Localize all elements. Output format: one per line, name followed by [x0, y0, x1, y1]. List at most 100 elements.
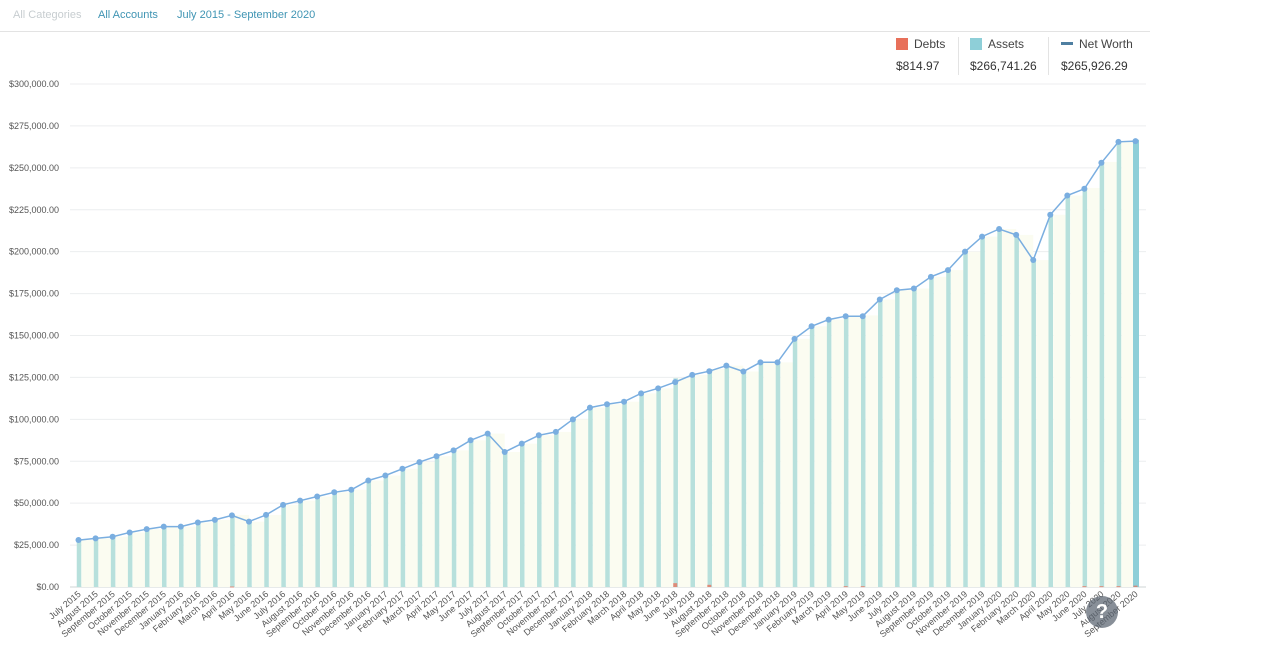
asset-bar [588, 407, 593, 587]
column-band [916, 288, 931, 587]
asset-bar [144, 529, 150, 587]
column-band [354, 489, 369, 587]
legend-debts[interactable]: Debts $814.97 [896, 37, 945, 75]
all-accounts-filter[interactable]: All Accounts [98, 9, 158, 21]
net-worth-point [638, 390, 645, 397]
net-worth-point [927, 273, 934, 280]
y-tick-label: $275,000.00 [9, 121, 59, 131]
column-band [388, 475, 403, 587]
net-worth-point [177, 523, 184, 530]
column-band [831, 319, 846, 587]
asset-bar [878, 299, 883, 587]
asset-bar [179, 526, 184, 587]
asset-bar [963, 251, 968, 587]
legend-net-worth[interactable]: Net Worth $265,926.29 [1061, 37, 1133, 75]
column-band [473, 440, 488, 587]
y-tick-label: $100,000.00 [9, 414, 59, 424]
net-worth-point [331, 489, 338, 496]
column-band [1036, 260, 1051, 587]
asset-bar [826, 319, 832, 587]
net-worth-point [126, 529, 133, 536]
all-categories-filter[interactable]: All Categories [13, 9, 82, 21]
asset-bar [76, 540, 82, 587]
asset-bar [809, 326, 815, 587]
legend-net-worth-label: Net Worth [1079, 37, 1133, 51]
net-worth-point [365, 477, 372, 484]
asset-bar [537, 435, 542, 587]
net-worth-point [109, 533, 116, 540]
asset-bar [281, 504, 286, 587]
column-band [882, 299, 897, 587]
asset-bar [707, 369, 713, 587]
asset-bar [758, 362, 764, 587]
legend-debts-label: Debts [914, 37, 946, 51]
net-worth-point [280, 501, 287, 508]
y-tick-label: $25,000.00 [14, 540, 59, 550]
asset-bar [332, 492, 337, 587]
asset-bar [451, 450, 457, 587]
asset-bar [468, 440, 474, 587]
column-band [865, 315, 880, 587]
column-band [149, 529, 164, 587]
asset-bar [673, 378, 678, 587]
column-band [286, 504, 301, 587]
asset-bar [656, 388, 661, 587]
asset-bar [315, 496, 320, 587]
net-worth-line-icon [1061, 42, 1073, 45]
net-worth-point [467, 437, 474, 444]
asset-bar [1082, 187, 1088, 587]
asset-bar [110, 536, 116, 587]
asset-bar [741, 371, 747, 587]
column-band [234, 514, 249, 587]
column-band [320, 496, 335, 587]
column-band [814, 326, 829, 587]
column-band [575, 419, 590, 587]
debt-bar [860, 586, 865, 588]
legend-net-worth-value: $265,926.29 [1061, 59, 1128, 73]
net-worth-point [552, 428, 559, 435]
asset-bar [349, 489, 355, 587]
net-worth-point [944, 267, 951, 274]
column-band [933, 276, 948, 587]
asset-bar [400, 468, 406, 587]
net-worth-point [194, 519, 201, 526]
date-range-filter[interactable]: July 2015 - September 2020 [177, 9, 316, 21]
column-band [763, 362, 778, 587]
net-worth-point [962, 248, 969, 255]
y-tick-label: $0.00 [36, 582, 59, 592]
column-band [456, 450, 471, 587]
legend-debts-value: $814.97 [896, 59, 940, 73]
column-band [166, 526, 181, 587]
help-button[interactable]: ? [1086, 596, 1118, 628]
net-worth-point [1030, 257, 1037, 264]
column-band [950, 270, 966, 587]
net-worth-point [774, 359, 781, 366]
legend-assets-value: $266,741.26 [970, 59, 1037, 73]
net-worth-point [1013, 231, 1020, 238]
asset-bar [1099, 161, 1105, 587]
debt-bar [1082, 586, 1087, 588]
asset-bar [1133, 139, 1139, 587]
asset-bar [196, 522, 201, 587]
asset-bar [247, 521, 252, 587]
net-worth-point [535, 432, 542, 439]
net-worth-point [655, 385, 662, 392]
asset-bar [1048, 214, 1054, 587]
asset-bar [502, 452, 508, 587]
asset-bar [980, 236, 985, 587]
net-worth-point [399, 465, 406, 472]
asset-bar [230, 514, 235, 587]
column-band [558, 431, 573, 587]
asset-bar [1065, 195, 1071, 587]
column-band [592, 407, 607, 587]
asset-bar [213, 519, 218, 587]
asset-bar [571, 419, 576, 587]
asset-bar [775, 362, 781, 587]
y-tick-label: $175,000.00 [9, 289, 59, 299]
asset-bar [792, 338, 798, 587]
legend-assets-label: Assets [988, 37, 1025, 51]
asset-bar [161, 526, 167, 587]
net-worth-point [484, 430, 491, 437]
asset-bar [895, 290, 900, 587]
legend-assets[interactable]: Assets $266,741.26 [970, 37, 1037, 75]
